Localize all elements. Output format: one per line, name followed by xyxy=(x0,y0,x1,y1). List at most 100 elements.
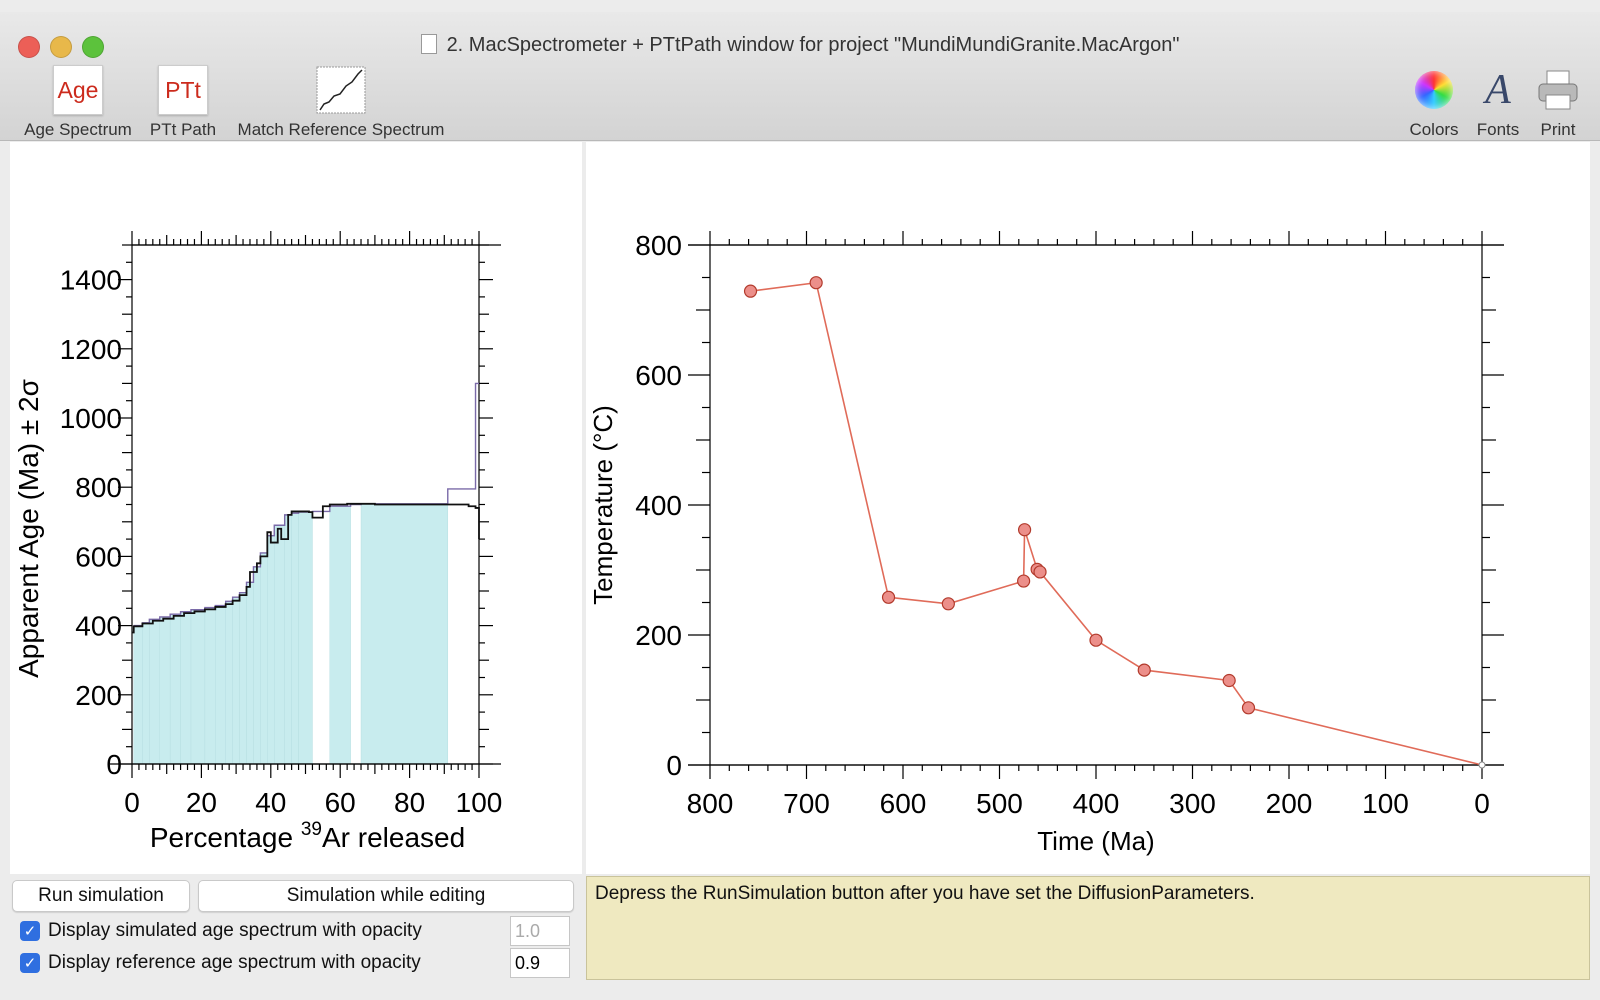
match-spectrum-icon xyxy=(315,64,367,116)
document-icon xyxy=(420,34,437,54)
reference-checkbox[interactable]: ✓ xyxy=(20,953,40,973)
reference-step-bar xyxy=(215,605,226,765)
x-tick-label: 60 xyxy=(325,787,356,818)
y-tick-label: 600 xyxy=(75,541,122,572)
x-axis-label-suffix: Ar released xyxy=(322,822,465,853)
y-tick-label: 1400 xyxy=(60,265,122,296)
y-tick-label: 400 xyxy=(75,611,122,642)
x-tick-label: 800 xyxy=(687,788,734,819)
colors-tool[interactable]: Colors xyxy=(1402,64,1466,140)
reference-step-bar xyxy=(142,622,150,765)
fonts-icon-glyph: A xyxy=(1485,67,1511,113)
simulation-while-editing-button[interactable]: Simulation while editing xyxy=(198,880,574,912)
age-spectrum-icon: Age xyxy=(52,64,104,116)
minimize-window-button[interactable] xyxy=(50,36,72,58)
simulated-opacity-field[interactable]: 1.0 xyxy=(510,916,570,946)
reference-opacity-field[interactable]: 0.9 xyxy=(510,948,570,978)
y-tick-label: 800 xyxy=(75,472,122,503)
reference-step-bar xyxy=(204,607,216,765)
maximize-window-button[interactable] xyxy=(82,36,104,58)
age-icon-text: Age xyxy=(57,76,99,103)
x-tick-label: 100 xyxy=(456,787,503,818)
reference-step-bar xyxy=(180,611,192,765)
ptt-path-tool[interactable]: PTt PTt Path xyxy=(146,64,220,140)
window-title: 2. MacSpectrometer + PTtPath window for … xyxy=(446,34,1180,56)
close-window-button[interactable] xyxy=(18,36,40,58)
reference-step-bar xyxy=(169,613,181,765)
x-tick-label: 0 xyxy=(1474,788,1490,819)
age-spectrum-panel: 0 20 40 60 80 100 0 200 400 600 800 1000 1200 1400 Per… xyxy=(10,142,582,874)
reference-step-bar xyxy=(239,592,247,765)
ptt-icon-text: PTt xyxy=(165,76,201,103)
y-tick-label: 600 xyxy=(635,360,682,391)
x-tick-label: 500 xyxy=(976,788,1023,819)
x-tick-label: 400 xyxy=(1073,788,1120,819)
age-spectrum-chart: 0 20 40 60 80 1000200400600800100012001400Per… xyxy=(13,231,503,853)
x-axis-label-superscript: 39 xyxy=(301,819,322,840)
ptt-point-marker xyxy=(1089,633,1103,647)
reference-option-row: ✓ Display reference age spectrum with op… xyxy=(20,952,421,974)
x-tick-label: 300 xyxy=(1169,788,1216,819)
age-axes xyxy=(110,231,501,778)
print-tool[interactable]: Print xyxy=(1530,64,1586,140)
ptt-point-marker xyxy=(941,597,955,611)
age-spectrum-label: Age Spectrum xyxy=(24,120,132,139)
window-title-bar: 2. MacSpectrometer + PTtPath window for … xyxy=(0,34,1600,57)
ptt-endpoint-marker xyxy=(1478,761,1486,769)
simulated-checkbox[interactable]: ✓ xyxy=(20,921,40,941)
traffic-lights xyxy=(18,36,104,58)
reference-checkbox-label: Display reference age spectrum with opac… xyxy=(48,952,421,973)
ptt-point-marker xyxy=(881,590,896,604)
fonts-label: Fonts xyxy=(1476,120,1520,139)
reference-step-bar xyxy=(159,616,171,765)
x-axis-label: Time (Ma) xyxy=(1037,826,1154,856)
reference-step-bar xyxy=(253,566,261,765)
reference-step-bar xyxy=(260,552,268,765)
simulated-spectrum-line xyxy=(132,502,480,634)
ptt-point-marker xyxy=(809,276,823,290)
simulated-checkbox-label: Display simulated age spectrum with opac… xyxy=(48,920,422,941)
ptt-point-marker xyxy=(743,284,758,298)
ptt-axes xyxy=(688,231,1504,779)
status-message-box: Depress the RunSimulation button after y… xyxy=(586,876,1590,980)
color-wheel-icon xyxy=(1408,64,1460,116)
reference-spectrum-line xyxy=(133,382,479,627)
title-toolbar: 2. MacSpectrometer + PTtPath window for … xyxy=(0,12,1600,141)
y-axis-label: Temperature (°C) xyxy=(588,405,618,605)
ptt-point-marker xyxy=(1033,565,1047,579)
y-tick-label: 0 xyxy=(106,749,122,780)
reference-step-bar xyxy=(190,609,206,765)
x-tick-label: 200 xyxy=(1266,788,1313,819)
simulated-option-row: ✓ Display simulated age spectrum with op… xyxy=(20,920,422,942)
ptt-path-panel: 800 700 600 500 400 300 200 100 0 0 200 400 600 800 Ti… xyxy=(586,142,1590,874)
ptt-point-marker xyxy=(1017,574,1031,588)
reference-step-bar xyxy=(329,505,351,765)
reference-step-bar xyxy=(360,503,449,765)
colors-label: Colors xyxy=(1409,120,1459,139)
ptt-point-marker xyxy=(1137,663,1151,677)
reference-step-bar xyxy=(232,596,240,765)
match-reference-tool[interactable]: Match Reference Spectrum xyxy=(230,64,452,140)
spectrum-thumbnail-icon xyxy=(316,66,366,114)
x-tick-label: 600 xyxy=(880,788,927,819)
ptt-path-icon: PTt xyxy=(157,64,209,116)
reference-step-bar xyxy=(133,625,143,765)
x-tick-label: 20 xyxy=(186,787,217,818)
printer-graphic xyxy=(1538,70,1578,110)
fonts-tool[interactable]: A Fonts xyxy=(1470,64,1526,140)
match-reference-label: Match Reference Spectrum xyxy=(237,120,445,139)
age-spectrum-tool[interactable]: Age Age Spectrum xyxy=(20,64,136,140)
reference-step-bar xyxy=(274,525,285,765)
reference-step-bar xyxy=(284,514,292,765)
ptt-point-marker xyxy=(1222,673,1236,688)
ptt-path-chart: 800 700 600 500 400 300 200 100 0 0 200 400 600 800 Ti… xyxy=(588,230,1504,856)
ptt-path-label: PTt Path xyxy=(149,120,217,139)
reference-step-bar xyxy=(267,535,275,765)
x-tick-label: 100 xyxy=(1362,788,1409,819)
y-tick-label: 800 xyxy=(635,230,682,261)
x-tick-label: 40 xyxy=(255,787,286,818)
ptt-point-marker xyxy=(1241,701,1256,715)
run-simulation-button[interactable]: Run simulation xyxy=(12,880,190,912)
reference-step-bar xyxy=(246,582,254,765)
